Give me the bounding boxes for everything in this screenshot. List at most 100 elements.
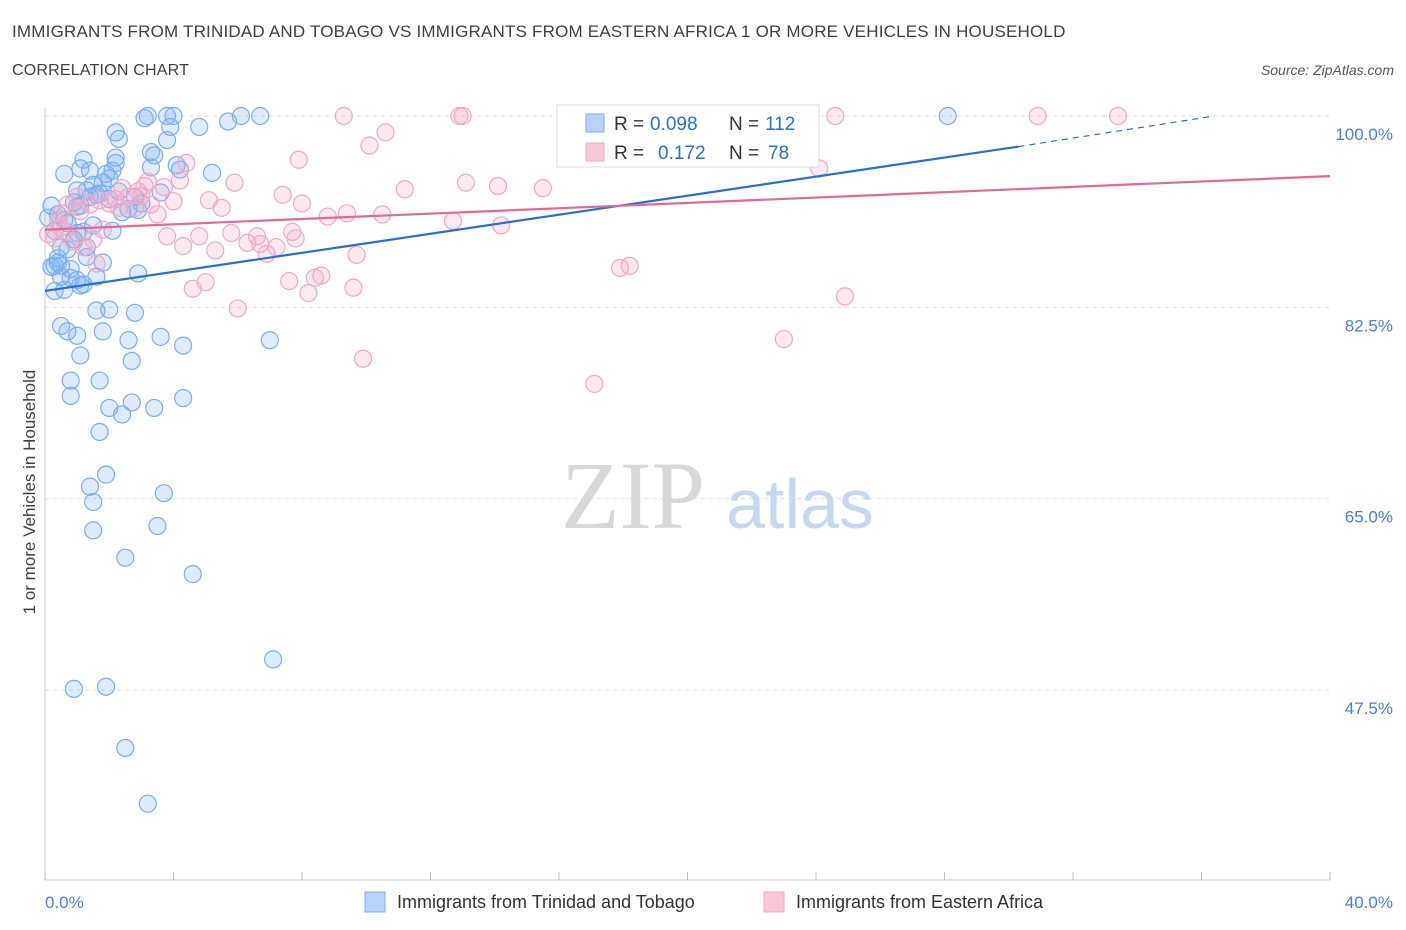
trinidad-point-76 [148, 516, 167, 536]
axes [44, 108, 1331, 881]
trend-lines [44, 115, 1331, 293]
trinidad-point-78 [151, 183, 170, 202]
eastern-africa-point-81 [1028, 106, 1047, 126]
stats-n-value-pink: 78 [768, 143, 789, 164]
trinidad-point-37 [84, 521, 103, 540]
trinidad-point-46 [93, 322, 112, 341]
eastern-africa-point-79 [826, 106, 845, 126]
eastern-africa-point-10 [74, 238, 93, 257]
eastern-africa-point-69 [453, 106, 472, 126]
trinidad-point-74 [141, 158, 161, 177]
trinidad-point-60 [116, 548, 135, 567]
eastern-africa-point-32 [174, 237, 193, 256]
eastern-africa-point-73 [533, 179, 553, 198]
eastern-africa-point-12 [84, 230, 103, 249]
zipatlas-watermark: ZIP atlas [561, 442, 874, 549]
watermark-atlas: atlas [726, 465, 874, 543]
trinidad-trend-extension [1018, 115, 1215, 148]
series-eastern-africa-points [39, 106, 1128, 393]
eastern-africa-point-72 [492, 216, 511, 235]
y-tick-label-2: 65.0% [1345, 508, 1393, 527]
trinidad-point-59 [112, 405, 132, 424]
eastern-africa-point-20 [119, 187, 138, 207]
trinidad-point-89 [190, 117, 209, 137]
trinidad-point-83 [164, 106, 183, 126]
trinidad-point-96 [938, 106, 957, 126]
y-tick-label-3: 47.5% [1345, 699, 1393, 718]
y-tick-labels: 100.0% 82.5% 65.0% 47.5% [1335, 125, 1393, 718]
trinidad-point-49 [96, 677, 116, 696]
stats-r-value-pink: 0.172 [658, 143, 706, 164]
eastern-africa-point-30 [164, 192, 183, 211]
eastern-africa-point-28 [154, 177, 173, 197]
trinidad-point-63 [119, 331, 138, 350]
eastern-africa-trend-line [44, 175, 1331, 231]
legend-label-eastern-africa: Immigrants from Eastern Africa [796, 892, 1044, 912]
eastern-africa-point-58 [334, 106, 353, 126]
eastern-africa-point-42 [228, 299, 247, 318]
trinidad-point-82 [161, 117, 180, 137]
eastern-africa-point-14 [90, 191, 109, 210]
trinidad-point-38 [84, 492, 103, 512]
trinidad-point-41 [87, 301, 106, 320]
trinidad-point-43 [90, 422, 109, 442]
trinidad-point-87 [174, 388, 193, 408]
stats-n-label-blue: N = [729, 114, 759, 135]
legend-swatch-trinidad [364, 891, 386, 913]
trinidad-point-61 [116, 738, 135, 758]
eastern-africa-point-74 [585, 374, 604, 393]
eastern-africa-point-47 [267, 238, 286, 257]
trinidad-point-79 [154, 484, 173, 503]
trinidad-point-58 [109, 129, 128, 149]
watermark-zip: ZIP [561, 442, 705, 549]
y-tick-label-1: 82.5% [1345, 316, 1393, 335]
trinidad-point-108 [45, 256, 64, 275]
eastern-africa-point-39 [212, 198, 231, 217]
eastern-africa-point-40 [222, 223, 241, 243]
chart-subtitle: CORRELATION CHART [12, 62, 190, 79]
eastern-africa-point-66 [395, 180, 414, 199]
eastern-africa-point-62 [353, 349, 373, 368]
eastern-africa-point-82 [1108, 106, 1128, 126]
trinidad-point-107 [106, 153, 125, 173]
eastern-africa-point-59 [337, 204, 357, 223]
eastern-africa-point-15 [93, 220, 112, 239]
trinidad-point-103 [84, 216, 103, 235]
trinidad-point-18 [61, 386, 80, 405]
eastern-africa-point-77 [774, 329, 793, 349]
trinidad-point-110 [145, 146, 164, 165]
stats-r-label-blue: R = [614, 114, 644, 135]
eastern-africa-point-7 [64, 232, 84, 251]
eastern-africa-point-61 [347, 245, 366, 264]
trinidad-point-66 [125, 303, 145, 322]
trinidad-point-97 [74, 150, 93, 169]
eastern-africa-point-38 [206, 241, 225, 260]
y-tick-label-0: 100.0% [1335, 125, 1393, 144]
eastern-africa-point-65 [376, 123, 395, 142]
y-axis-label: 1 or more Vehicles in Household [20, 370, 39, 615]
eastern-africa-point-41 [225, 173, 244, 192]
trinidad-point-90 [202, 163, 222, 182]
trinidad-point-86 [174, 336, 193, 355]
trinidad-point-92 [231, 106, 251, 126]
trinidad-point-95 [263, 650, 283, 669]
eastern-africa-point-63 [360, 136, 379, 155]
series-legend: Immigrants from Trinidad and Tobago Immi… [364, 891, 1044, 913]
trinidad-point-75 [145, 398, 164, 418]
eastern-africa-point-60 [344, 278, 363, 297]
trinidad-point-20 [64, 679, 84, 699]
eastern-africa-point-26 [141, 195, 161, 214]
trinidad-point-14 [58, 322, 77, 341]
trinidad-point-73 [141, 142, 161, 162]
legend-swatch-eastern-africa [763, 891, 785, 913]
x-tick-label-min: 0.0% [45, 893, 84, 912]
eastern-africa-point-29 [157, 227, 177, 246]
trinidad-point-88 [183, 565, 202, 584]
trinidad-trend-line [44, 145, 1019, 293]
eastern-africa-point-70 [456, 173, 475, 192]
x-tick-label-max: 40.0% [1345, 893, 1393, 912]
trinidad-point-77 [151, 327, 170, 346]
trinidad-point-22 [68, 326, 87, 345]
trinidad-point-71 [138, 106, 157, 126]
